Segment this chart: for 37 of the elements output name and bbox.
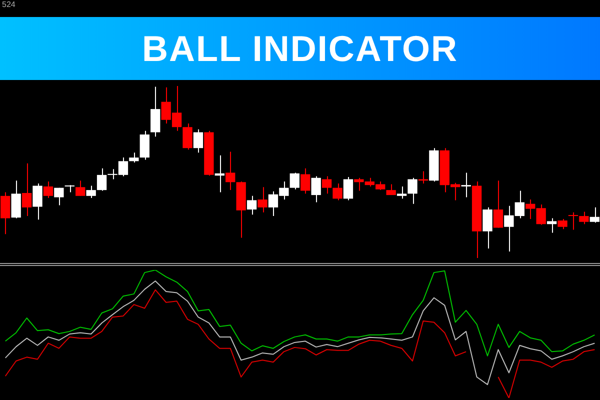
candlestick: [32, 183, 42, 220]
candlestick: [0, 192, 10, 235]
candlestick: [546, 218, 557, 234]
candlestick: [258, 186, 268, 213]
candlestick: [418, 170, 428, 184]
candlestick: [311, 176, 321, 203]
candlestick: [11, 180, 21, 219]
candlestick: [182, 122, 192, 150]
candlestick: [76, 180, 86, 196]
candlestick: [558, 218, 568, 230]
candlestick: [43, 180, 54, 198]
candlestick: [300, 168, 310, 194]
candlestick: [579, 211, 589, 225]
candlestick: [54, 187, 64, 206]
candlestick: [482, 206, 492, 250]
candlestick: [86, 185, 96, 198]
candlestick: [493, 180, 504, 228]
candlestick: [322, 176, 332, 194]
candlestick: [590, 206, 600, 224]
candlestick: [461, 172, 471, 198]
candlestick: [246, 195, 257, 216]
candlestick: [22, 162, 32, 217]
candlestick: [226, 151, 236, 191]
candlestick: [140, 130, 150, 160]
candlestick: [408, 177, 418, 204]
candlestick: [129, 152, 139, 164]
chart-title: BALL INDICATOR: [0, 17, 600, 80]
text: 524: [2, 0, 16, 9]
candlestick: [396, 186, 407, 200]
candlestick: [64, 184, 74, 193]
candlestick: [343, 176, 354, 201]
candlestick: [193, 128, 204, 154]
candlestick: [290, 172, 300, 190]
candlestick: [150, 86, 160, 138]
candlestick: [568, 212, 578, 230]
candlestick: [332, 183, 342, 201]
candlestick: [96, 168, 107, 192]
